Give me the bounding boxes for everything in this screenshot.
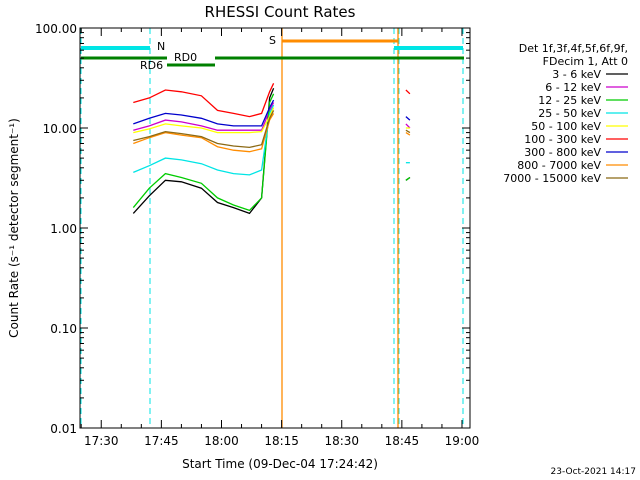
legend-entry-label: 50 - 100 keV bbox=[531, 120, 601, 133]
series-line bbox=[133, 104, 275, 176]
x-tick-label: 18:45 bbox=[385, 434, 420, 448]
time-marker-overlays: N S RD6 RD0 bbox=[80, 28, 464, 428]
series-line bbox=[405, 123, 411, 129]
series-line bbox=[133, 102, 275, 131]
plot-frame bbox=[79, 27, 471, 429]
legend-entry-label: 100 - 300 keV bbox=[524, 133, 601, 146]
x-axis: 17:30 17:45 18:00 18:15 18:30 18:45 19:00 bbox=[80, 28, 480, 448]
series-line bbox=[405, 176, 411, 181]
legend-entry-label: 800 - 7000 keV bbox=[517, 159, 601, 172]
series-line bbox=[133, 99, 275, 127]
y-tick-label: 10.00 bbox=[43, 122, 77, 136]
y-tick-label: 1.00 bbox=[50, 222, 77, 236]
y-tick-label: 100.00 bbox=[35, 22, 77, 36]
rd6-label: RD6 bbox=[140, 59, 163, 72]
x-axis-label: Start Time (09-Dec-04 17:24:42) bbox=[182, 457, 378, 471]
y-tick-label: 0.10 bbox=[50, 322, 77, 336]
series-line bbox=[133, 113, 275, 153]
x-tick-label: 17:45 bbox=[144, 434, 179, 448]
legend-entry-label: 300 - 800 keV bbox=[524, 146, 601, 159]
series-line bbox=[133, 83, 275, 118]
rd0-label: RD0 bbox=[174, 51, 197, 64]
legend-entry-label: 6 - 12 keV bbox=[545, 81, 601, 94]
chart-title: RHESSI Count Rates bbox=[205, 3, 356, 21]
y-tick-label: 0.01 bbox=[50, 422, 77, 436]
legend-entry-label: 12 - 25 keV bbox=[538, 94, 601, 107]
series-layer bbox=[132, 83, 411, 215]
footer-date: 23-Oct-2021 14:17 bbox=[551, 467, 636, 477]
y-axis: 0.01 0.10 1.00 10.00 100.00 bbox=[35, 22, 470, 436]
y-axis-label: Count Rate (s⁻¹ detector segment⁻¹) bbox=[7, 118, 21, 338]
x-tick-label: 19:00 bbox=[445, 434, 480, 448]
series-line bbox=[405, 116, 411, 121]
series-line bbox=[133, 110, 275, 149]
x-tick-label: 18:15 bbox=[264, 434, 299, 448]
legend: Det 1f,3f,4f,5f,6f,9f, FDecim 1, Att 0 3… bbox=[503, 42, 628, 185]
x-tick-label: 17:30 bbox=[84, 434, 119, 448]
legend-header-line-2: FDecim 1, Att 0 bbox=[543, 55, 628, 68]
x-tick-label: 18:30 bbox=[324, 434, 359, 448]
series-line bbox=[405, 132, 411, 136]
series-line bbox=[133, 107, 275, 134]
legend-entry-label: 3 - 6 keV bbox=[552, 68, 601, 81]
night-label: N bbox=[157, 40, 165, 53]
saa-label: S bbox=[269, 34, 276, 47]
series-line bbox=[405, 129, 411, 134]
legend-entry-label: 7000 - 15000 keV bbox=[503, 172, 601, 185]
legend-entry-label: 25 - 50 keV bbox=[538, 107, 601, 120]
x-tick-label: 18:00 bbox=[204, 434, 239, 448]
legend-header-line-1: Det 1f,3f,4f,5f,6f,9f, bbox=[519, 42, 628, 55]
series-line bbox=[132, 93, 275, 212]
series-line bbox=[405, 89, 411, 95]
